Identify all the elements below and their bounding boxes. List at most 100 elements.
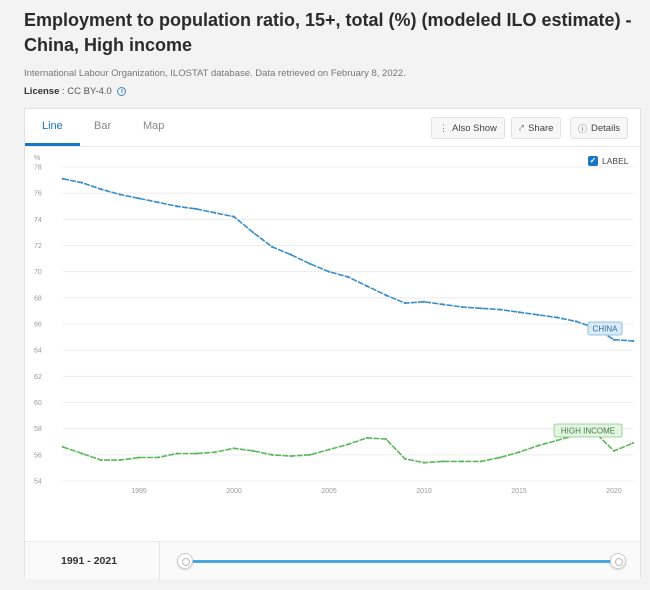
- data-point: [612, 338, 616, 341]
- data-point: [555, 439, 559, 442]
- share-label: Share: [528, 122, 554, 134]
- y-tick-label: 70: [34, 269, 42, 276]
- checkbox-checked-icon[interactable]: ✓: [588, 156, 598, 166]
- high-income-series-label: HIGH INCOME: [561, 427, 615, 436]
- tab-line[interactable]: Line: [42, 120, 63, 132]
- x-tick-label: 2020: [606, 488, 622, 495]
- data-point: [156, 456, 160, 459]
- x-tick-label: 2015: [511, 488, 527, 495]
- data-point: [175, 205, 179, 208]
- data-point: [612, 449, 616, 453]
- high-income-series-line: [62, 431, 634, 464]
- data-point: [213, 451, 217, 454]
- x-tick-label: 2000: [226, 488, 242, 495]
- data-point: [460, 460, 464, 463]
- also-show-button[interactable]: ⋮ Also Show: [431, 117, 505, 139]
- data-point: [403, 301, 407, 305]
- slider-start-handle[interactable]: [177, 553, 193, 569]
- footer-divider: [159, 542, 160, 580]
- share-button[interactable]: ⤤ Share: [511, 117, 562, 139]
- data-point: [232, 447, 236, 450]
- data-point: [156, 201, 160, 204]
- share-icon: ⤤: [519, 122, 525, 133]
- tab-bar: Line Bar Map ⋮ Also Show ⤤ Share ⓘ Detai…: [25, 109, 640, 147]
- year-range-slider[interactable]: [186, 560, 619, 563]
- data-point: [175, 452, 179, 455]
- china-series-line: [62, 178, 634, 342]
- data-point: [99, 458, 103, 462]
- data-point: [270, 453, 274, 456]
- data-point: [422, 461, 426, 464]
- data-point: [61, 177, 65, 180]
- data-point: [61, 445, 65, 449]
- data-point: [327, 270, 331, 273]
- also-show-label: Also Show: [452, 122, 497, 134]
- x-tick-label: 2005: [321, 488, 337, 495]
- license-value: : CC BY-4.0: [62, 86, 112, 97]
- data-point: [536, 444, 540, 447]
- range-footer: 1991 - 2021: [25, 541, 640, 580]
- data-point: [384, 438, 388, 441]
- data-point: [460, 305, 464, 309]
- y-tick-label: 62: [34, 374, 42, 381]
- y-tick-label: 72: [34, 243, 42, 250]
- label-toggle[interactable]: ✓ LABEL: [588, 156, 628, 166]
- line-chart: % 54 56 58 60 62 64 66 68 70 72 74 76 78 1995 2000 2005 2…: [34, 155, 635, 495]
- data-point: [194, 452, 198, 455]
- details-button[interactable]: ⓘ Details: [570, 117, 629, 139]
- data-point: [555, 316, 559, 319]
- label-toggle-text: LABEL: [602, 156, 629, 166]
- data-point: [251, 231, 255, 234]
- data-point: [308, 262, 312, 265]
- info-icon[interactable]: i: [117, 86, 127, 96]
- more-vertical-icon: ⋮: [439, 122, 448, 133]
- slider-end-handle[interactable]: [610, 553, 626, 569]
- details-label: Details: [591, 122, 621, 134]
- data-point: [194, 207, 198, 210]
- data-point: [118, 193, 122, 196]
- data-point: [365, 284, 369, 288]
- y-tick-label: 74: [34, 217, 42, 224]
- y-tick-label: 68: [34, 295, 42, 302]
- year-range-label: 1991 - 2021: [61, 555, 118, 567]
- data-point: [498, 308, 502, 311]
- data-point: [517, 451, 521, 454]
- y-tick-label: 60: [34, 400, 42, 407]
- data-point: [479, 307, 483, 310]
- chart-card: Line Bar Map ⋮ Also Show ⤤ Share ⓘ Detai…: [24, 108, 641, 580]
- license-label: License: [24, 86, 60, 97]
- tab-bar-chart[interactable]: Bar: [94, 120, 112, 132]
- data-point: [251, 449, 255, 453]
- data-point: [213, 211, 217, 214]
- data-point: [346, 275, 350, 278]
- china-series-label: CHINA: [593, 325, 619, 334]
- data-point: [118, 458, 122, 462]
- data-point: [327, 448, 331, 451]
- data-point: [346, 443, 350, 446]
- data-point: [289, 455, 293, 458]
- data-point: [232, 215, 236, 218]
- data-point: [384, 294, 388, 297]
- data-point: [441, 460, 445, 463]
- y-tick-label: 66: [34, 322, 42, 329]
- data-point: [308, 453, 312, 456]
- data-point: [289, 253, 293, 256]
- data-point: [631, 339, 635, 343]
- source-note: International Labour Organization, ILOST…: [24, 68, 406, 79]
- y-tick-label: 64: [34, 348, 42, 355]
- data-point: [422, 300, 426, 303]
- china-series-label-box: [587, 321, 623, 336]
- data-point: [365, 436, 369, 439]
- data-point: [536, 313, 540, 316]
- y-unit-label: %: [34, 155, 40, 162]
- tab-map[interactable]: Map: [143, 120, 165, 132]
- y-tick-label: 54: [34, 479, 42, 486]
- y-tick-label: 78: [34, 165, 42, 172]
- data-point: [137, 456, 141, 459]
- data-point: [441, 303, 445, 306]
- data-point: [403, 457, 407, 460]
- high-income-series-label-box: [553, 423, 623, 438]
- data-point: [80, 181, 84, 184]
- x-tick-label: 2010: [416, 488, 432, 495]
- data-point: [270, 245, 274, 248]
